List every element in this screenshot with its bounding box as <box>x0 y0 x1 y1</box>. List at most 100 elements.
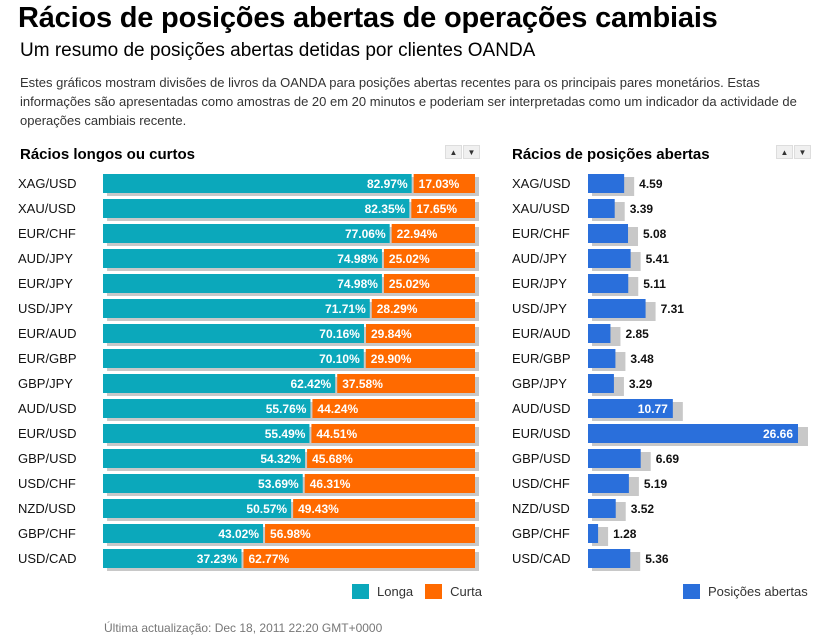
long-bar <box>103 424 310 443</box>
long-value-label: 37.23% <box>197 552 238 566</box>
open-position-bar <box>588 449 641 468</box>
long-bar <box>103 299 370 318</box>
open-positions-category-label: EUR/JPY <box>512 276 567 291</box>
sort-up-icon[interactable]: ▲ <box>445 145 462 159</box>
long-short-category-label: USD/JPY <box>18 301 73 316</box>
short-bar <box>304 474 475 493</box>
long-bar <box>103 549 242 568</box>
open-position-value-label: 5.08 <box>643 227 667 241</box>
last-update-text: Última actualização: Dec 18, 2011 22:20 … <box>104 621 383 635</box>
open-position-value-label: 26.66 <box>763 427 793 441</box>
short-value-label: 25.02% <box>389 277 430 291</box>
open-position-bar <box>588 349 616 368</box>
open-position-bar <box>588 499 616 518</box>
open-position-value-label: 3.52 <box>631 502 655 516</box>
page-subtitle: Um resumo de posições abertas detidas po… <box>20 40 536 61</box>
long-bar <box>103 399 311 418</box>
long-short-category-label: EUR/AUD <box>18 326 77 341</box>
short-value-label: 56.98% <box>270 527 311 541</box>
short-bar <box>413 174 475 193</box>
short-bar <box>383 249 475 268</box>
short-bar <box>312 399 475 418</box>
short-bar <box>293 499 475 518</box>
short-value-label: 28.29% <box>377 302 418 316</box>
long-short-category-label: XAU/USD <box>18 201 76 216</box>
open-positions-category-label: EUR/GBP <box>512 351 571 366</box>
sort-up-icon[interactable]: ▲ <box>776 145 793 159</box>
open-position-bar <box>588 474 629 493</box>
open-position-value-label: 10.77 <box>638 402 668 416</box>
legend-label-open: Posições abertas <box>708 584 808 599</box>
sort-down-icon[interactable]: ▼ <box>794 145 811 159</box>
long-value-label: 62.42% <box>290 377 331 391</box>
open-position-bar <box>588 174 625 193</box>
long-bar <box>103 474 303 493</box>
open-position-value-label: 5.36 <box>645 552 669 566</box>
open-position-bar <box>588 524 599 543</box>
long-short-category-label: USD/CAD <box>18 551 77 566</box>
open-position-bar <box>588 424 798 443</box>
open-position-bar <box>588 199 615 218</box>
long-value-label: 82.35% <box>365 202 406 216</box>
long-value-label: 54.32% <box>260 452 301 466</box>
open-positions-category-label: EUR/AUD <box>512 326 571 341</box>
page-title: Rácios de posições abertas de operações … <box>18 2 718 34</box>
long-short-category-label: EUR/JPY <box>18 276 73 291</box>
long-value-label: 70.10% <box>319 352 360 366</box>
sort-down-icon[interactable]: ▼ <box>463 145 480 159</box>
open-position-value-label: 3.29 <box>629 377 653 391</box>
long-short-category-label: EUR/USD <box>18 426 77 441</box>
short-value-label: 25.02% <box>389 252 430 266</box>
long-value-label: 55.49% <box>265 427 306 441</box>
open-position-bar <box>588 299 646 318</box>
open-position-bar <box>588 374 614 393</box>
open-positions-chart-title: Rácios de posições abertas <box>512 146 710 163</box>
open-positions-category-label: AUD/USD <box>512 401 571 416</box>
short-value-label: 49.43% <box>298 502 339 516</box>
long-value-label: 74.98% <box>337 277 378 291</box>
short-value-label: 37.58% <box>342 377 383 391</box>
short-bar <box>365 324 475 343</box>
open-position-value-label: 5.19 <box>644 477 668 491</box>
open-position-value-label: 3.48 <box>630 352 654 366</box>
legend-swatch-long <box>352 584 369 599</box>
open-position-value-label: 5.41 <box>646 252 670 266</box>
long-value-label: 70.16% <box>319 327 360 341</box>
long-value-label: 82.97% <box>367 177 408 191</box>
page-description: Estes gráficos mostram divisões de livro… <box>20 75 797 128</box>
long-value-label: 53.69% <box>258 477 299 491</box>
legend-swatch-open <box>683 584 700 599</box>
short-value-label: 45.68% <box>312 452 353 466</box>
long-bar <box>103 224 390 243</box>
legend-item-long: Longa <box>352 584 413 599</box>
long-bar <box>103 349 364 368</box>
short-bar <box>411 199 475 218</box>
short-bar <box>371 299 475 318</box>
long-value-label: 43.02% <box>218 527 259 541</box>
short-value-label: 22.94% <box>397 227 438 241</box>
open-position-bar <box>588 249 631 268</box>
open-positions-sort-controls: ▲ ▼ <box>776 145 812 159</box>
open-position-value-label: 5.11 <box>643 277 666 291</box>
short-value-label: 17.65% <box>416 202 457 216</box>
long-short-chart-title: Rácios longos ou curtos <box>20 146 196 163</box>
short-bar <box>365 349 475 368</box>
short-value-label: 44.24% <box>317 402 358 416</box>
short-bar <box>391 224 475 243</box>
long-short-category-label: USD/CHF <box>18 476 76 491</box>
short-bar <box>307 449 475 468</box>
open-position-bar <box>588 399 673 418</box>
open-position-value-label: 1.28 <box>613 527 637 541</box>
open-position-value-label: 7.31 <box>661 302 685 316</box>
open-positions-category-label: GBP/JPY <box>512 376 567 391</box>
long-bar <box>103 524 264 543</box>
open-positions-category-label: NZD/USD <box>512 501 570 516</box>
open-positions-category-label: XAU/USD <box>512 201 570 216</box>
short-value-label: 44.51% <box>316 427 357 441</box>
short-value-label: 17.03% <box>419 177 460 191</box>
long-value-label: 71.71% <box>325 302 366 316</box>
short-value-label: 29.90% <box>371 352 412 366</box>
long-bar <box>103 249 382 268</box>
long-short-category-label: GBP/CHF <box>18 526 76 541</box>
